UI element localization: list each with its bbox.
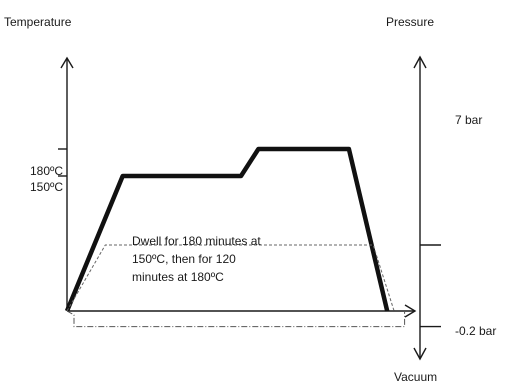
right-axis-bottom-label: Vacuum	[394, 370, 437, 384]
chart-series	[64, 146, 406, 328]
vacuum-profile-line	[66, 310, 406, 328]
vacuum-axis-arrow-down	[413, 347, 427, 361]
pressure-profile-line	[66, 244, 395, 312]
annotation-line: Dwell for 180 minutes at	[132, 234, 261, 248]
chart-labels: Temperature Pressure Vacuum 180ºC 150ºC …	[4, 15, 496, 384]
temperature-profile-line	[64, 146, 390, 312]
right-tick-label: 7 bar	[455, 113, 482, 127]
annotation-line: 150ºC, then for 120	[132, 252, 236, 266]
time-axis-arrow	[404, 304, 417, 318]
left-tick-label: 150ºC	[30, 180, 63, 194]
left-tick-label: 180ºC	[30, 164, 63, 178]
chart-axes	[58, 55, 441, 361]
left-axis-label: Temperature	[4, 15, 72, 29]
pressure-axis-arrow-up	[413, 55, 427, 69]
right-axis-top-label: Pressure	[386, 15, 434, 29]
annotation-line: minutes at 180ºC	[132, 270, 224, 284]
right-tick-label: -0.2 bar	[455, 324, 496, 338]
temperature-axis-arrow	[60, 56, 74, 69]
